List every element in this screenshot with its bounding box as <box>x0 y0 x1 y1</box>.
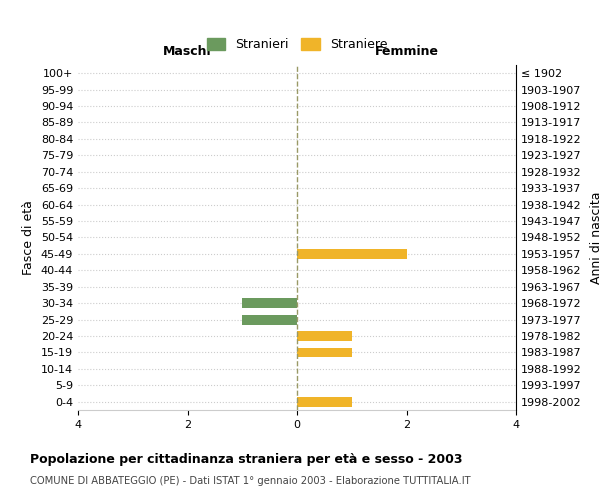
Bar <box>297 348 352 358</box>
Legend: Stranieri, Straniere: Stranieri, Straniere <box>202 34 392 56</box>
Text: Popolazione per cittadinanza straniera per età e sesso - 2003: Popolazione per cittadinanza straniera p… <box>30 452 463 466</box>
Bar <box>297 331 352 341</box>
Bar <box>297 397 352 406</box>
Text: Maschi: Maschi <box>163 46 212 59</box>
Bar <box>242 298 297 308</box>
Text: COMUNE DI ABBATEGGIO (PE) - Dati ISTAT 1° gennaio 2003 - Elaborazione TUTTITALIA: COMUNE DI ABBATEGGIO (PE) - Dati ISTAT 1… <box>30 476 470 486</box>
Bar <box>242 314 297 324</box>
Y-axis label: Fasce di età: Fasce di età <box>22 200 35 275</box>
Y-axis label: Anni di nascita: Anni di nascita <box>590 191 600 284</box>
Bar <box>297 249 407 259</box>
Text: Femmine: Femmine <box>374 46 439 59</box>
